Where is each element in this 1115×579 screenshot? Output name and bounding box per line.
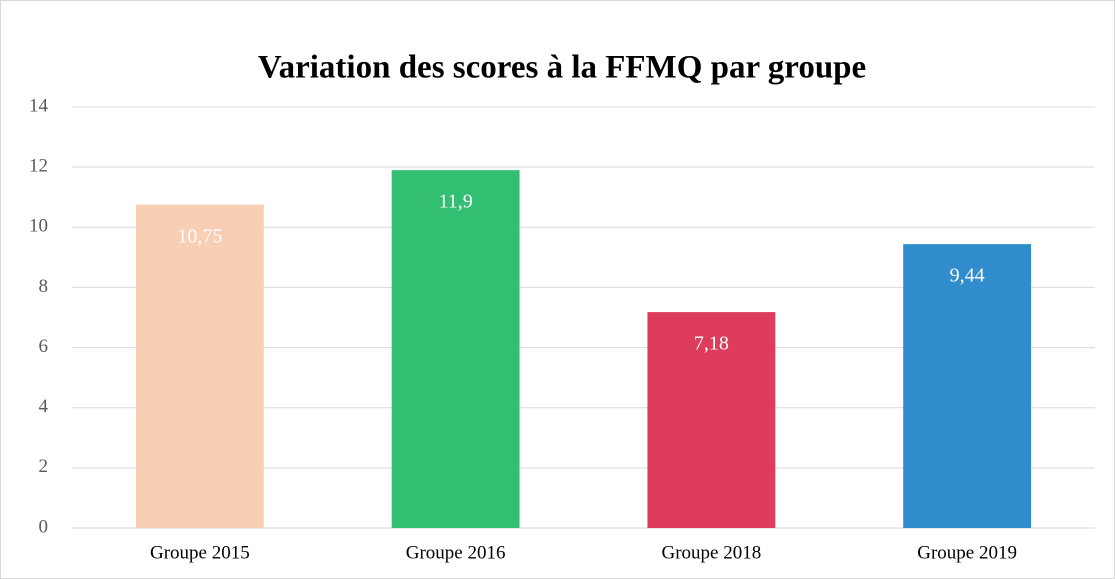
y-tick-label: 12 (29, 156, 48, 177)
value-label: 10,75 (177, 225, 222, 247)
value-label: 11,9 (438, 191, 472, 213)
y-tick-label: 4 (39, 396, 49, 417)
x-tick-label: Groupe 2016 (406, 542, 506, 563)
x-tick-label: Groupe 2015 (150, 542, 250, 563)
y-tick-label: 8 (39, 276, 49, 297)
value-label: 9,44 (950, 265, 985, 287)
chart-title: Variation des scores à la FFMQ par group… (258, 50, 866, 86)
y-tick-label: 2 (39, 456, 49, 477)
x-tick-label: Groupe 2019 (917, 542, 1017, 563)
y-tick-label: 0 (39, 516, 49, 537)
bar (647, 312, 776, 528)
value-label: 7,18 (694, 333, 729, 355)
y-tick-label: 10 (29, 216, 48, 237)
x-tick-label: Groupe 2018 (662, 542, 762, 563)
y-tick-label: 14 (29, 95, 49, 116)
bar (135, 204, 264, 528)
y-tick-label: 6 (39, 336, 49, 357)
bar (391, 170, 520, 528)
bar (903, 244, 1032, 528)
